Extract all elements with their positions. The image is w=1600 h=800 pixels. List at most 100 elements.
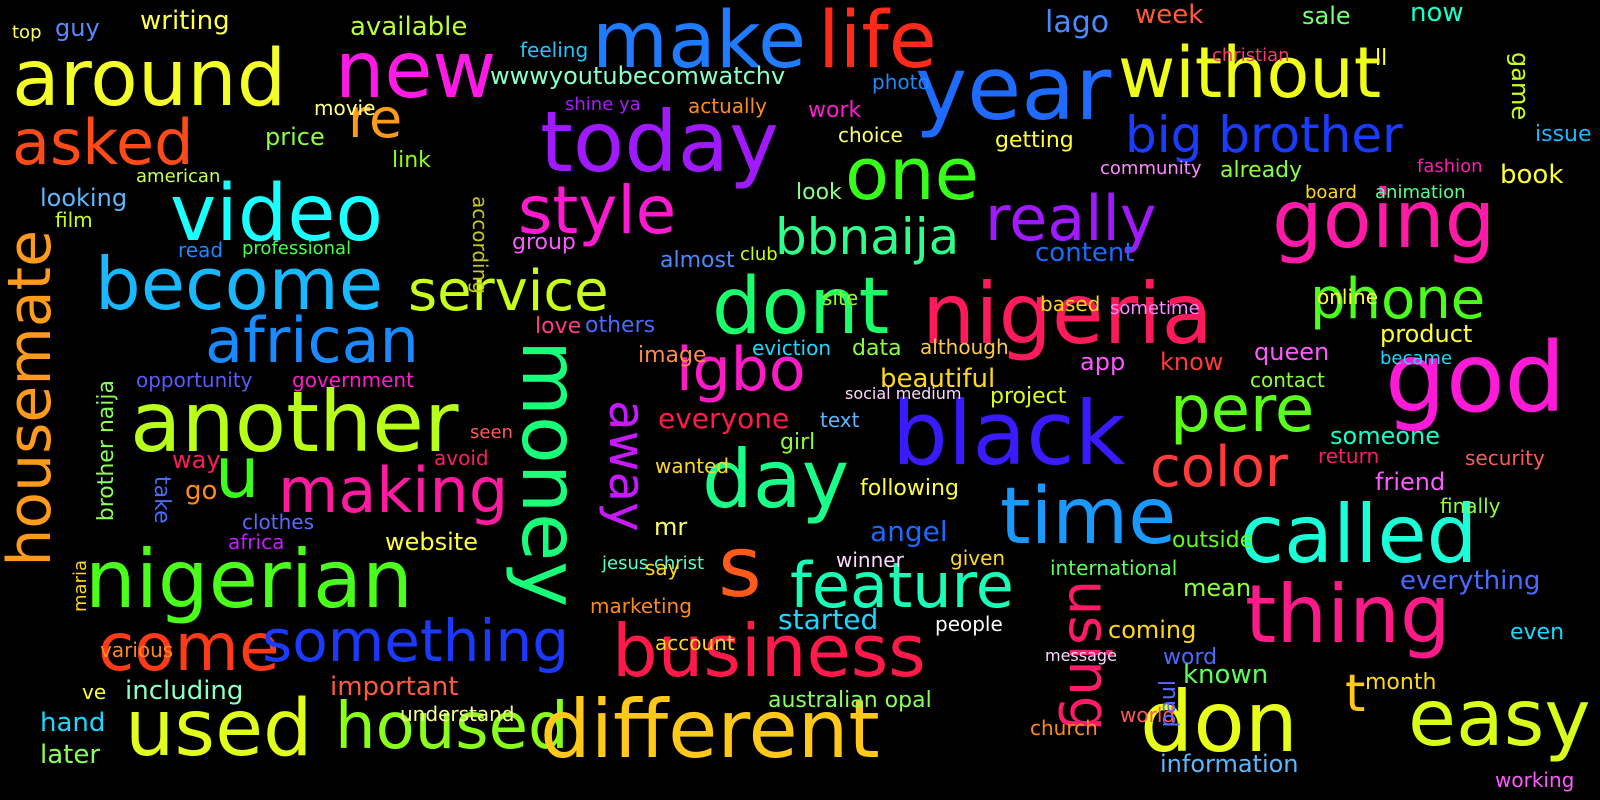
word: without — [1118, 32, 1382, 114]
word: around — [12, 34, 287, 124]
word: ll — [1375, 46, 1388, 71]
word: housed — [335, 690, 569, 764]
word: top — [12, 22, 42, 43]
word: girl — [780, 430, 816, 455]
word: people — [935, 612, 1003, 636]
word: international — [1050, 556, 1178, 580]
word: color — [1150, 435, 1288, 500]
word: one — [845, 132, 979, 216]
word: already — [1220, 158, 1303, 183]
word: friend — [1375, 468, 1446, 496]
word: work — [808, 98, 862, 123]
word: world — [1120, 703, 1176, 727]
word: video — [170, 169, 384, 259]
word: seen — [470, 422, 513, 443]
word: group — [512, 230, 576, 255]
word: u — [215, 432, 260, 514]
word: social medium — [845, 384, 962, 403]
word: later — [40, 740, 101, 770]
word: beautiful — [880, 364, 996, 394]
word: project — [990, 384, 1067, 409]
word: site — [822, 286, 859, 310]
word: website — [385, 528, 478, 556]
word: month — [1365, 670, 1437, 695]
word: american — [136, 166, 221, 187]
word: fashion — [1417, 156, 1483, 177]
word: link — [392, 148, 431, 173]
word: others — [585, 313, 656, 338]
word: called — [1240, 488, 1478, 581]
word: community — [1100, 158, 1202, 179]
word: love — [535, 314, 582, 339]
word: photo — [872, 70, 930, 94]
word: life — [818, 0, 937, 86]
word: data — [852, 336, 902, 361]
word: bbnaija — [775, 208, 960, 266]
word: product — [1380, 320, 1473, 348]
word: wanted — [655, 454, 730, 478]
word: even — [1510, 620, 1565, 645]
word: queen — [1254, 338, 1330, 366]
word: including — [125, 676, 244, 706]
word: given — [950, 546, 1006, 570]
word: book — [1500, 160, 1564, 190]
word: god — [1385, 322, 1566, 434]
word: read — [178, 238, 224, 262]
word: nigeria — [922, 265, 1213, 363]
word: something — [262, 607, 570, 675]
word: movie — [314, 96, 376, 120]
word: eviction — [752, 336, 832, 360]
word: everyone — [658, 402, 790, 435]
word: based — [1040, 292, 1101, 316]
word: feeling — [520, 38, 589, 62]
word: app — [1080, 348, 1126, 376]
word: day — [702, 433, 850, 526]
word: used — [125, 684, 313, 774]
word: according — [468, 196, 492, 294]
word: away — [598, 400, 656, 532]
word: film — [55, 208, 93, 232]
word: game — [1506, 52, 1534, 121]
word: became — [1380, 348, 1453, 369]
word: time — [1000, 472, 1177, 562]
word: australian opal — [768, 688, 932, 713]
word: maria — [70, 560, 91, 612]
word: t — [1345, 664, 1366, 724]
word: style — [518, 172, 677, 249]
word: brother naija — [94, 380, 119, 522]
word: return — [1318, 444, 1380, 468]
word: re — [348, 87, 403, 150]
word: making — [278, 454, 509, 527]
word: following — [860, 476, 959, 501]
word: paul — [1156, 680, 1181, 728]
word: business — [612, 609, 926, 693]
word: going — [1272, 173, 1496, 266]
word: almost — [660, 248, 735, 273]
word: someone — [1330, 422, 1440, 450]
word: opportunity — [136, 368, 253, 392]
word: outside — [1172, 528, 1254, 553]
word: money — [504, 340, 594, 608]
word: another — [130, 373, 459, 471]
word: understand — [400, 702, 515, 726]
word: security — [1465, 446, 1545, 470]
word: housemate — [0, 230, 65, 567]
word: various — [100, 638, 174, 662]
word: come — [98, 609, 280, 686]
word: don — [1140, 673, 1298, 771]
word: text — [820, 408, 860, 432]
word: board — [1305, 182, 1357, 203]
word: black — [892, 382, 1126, 485]
word: mean — [1183, 574, 1252, 602]
word: shine ya — [565, 94, 641, 115]
word: started — [778, 603, 879, 636]
word: church — [1030, 716, 1098, 740]
word: everything — [1400, 566, 1541, 596]
word: go — [185, 476, 218, 506]
word: mr — [654, 513, 688, 541]
word: important — [330, 672, 459, 702]
word: available — [350, 12, 468, 42]
word: clothes — [242, 510, 315, 534]
word: lago — [1045, 5, 1110, 40]
